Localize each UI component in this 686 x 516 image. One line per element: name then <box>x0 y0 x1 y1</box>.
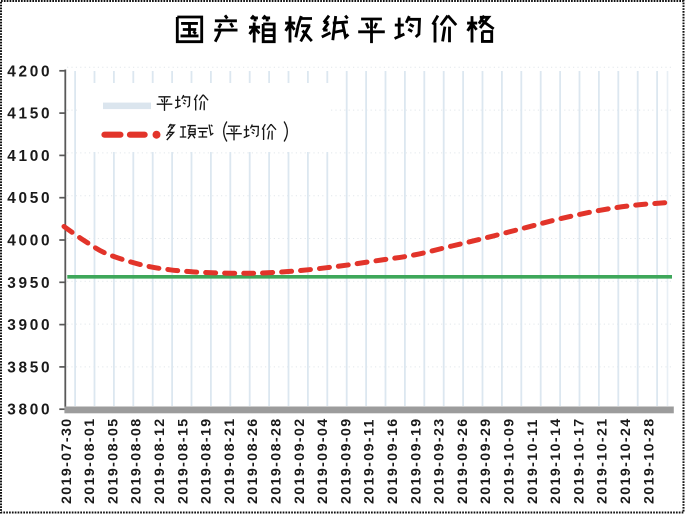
svg-text:2019-08-08: 2019-08-08 <box>129 417 145 504</box>
svg-text:2019-09-29: 2019-09-29 <box>478 417 494 504</box>
svg-text:2019-09-23: 2019-09-23 <box>432 417 448 504</box>
svg-text:3800: 3800 <box>7 402 52 419</box>
svg-text:3900: 3900 <box>7 317 52 334</box>
svg-text:2019-09-11: 2019-09-11 <box>362 418 378 504</box>
svg-text:2019-07-30: 2019-07-30 <box>59 417 75 504</box>
svg-text:2019-08-21: 2019-08-21 <box>222 417 238 504</box>
svg-text:2019-10-21: 2019-10-21 <box>595 417 611 504</box>
svg-text:2019-09-02: 2019-09-02 <box>292 417 308 504</box>
svg-text:2019-09-16: 2019-09-16 <box>385 417 401 504</box>
svg-text:2019-10-28: 2019-10-28 <box>641 417 657 504</box>
svg-text:2019-10-11: 2019-10-11 <box>525 418 541 504</box>
svg-text:2019-08-19: 2019-08-19 <box>199 417 215 504</box>
svg-text:2019-10-14: 2019-10-14 <box>548 417 564 504</box>
svg-text:4000: 4000 <box>7 233 52 250</box>
svg-text:2019-09-26: 2019-09-26 <box>455 417 471 504</box>
svg-text:2019-09-04: 2019-09-04 <box>315 417 331 504</box>
svg-text:2019-08-05: 2019-08-05 <box>105 417 121 504</box>
svg-text:3850: 3850 <box>7 359 52 376</box>
svg-text:2019-09-09: 2019-09-09 <box>338 417 354 504</box>
svg-text:2019-08-01: 2019-08-01 <box>82 417 98 504</box>
svg-text:2019-10-17: 2019-10-17 <box>571 417 587 504</box>
svg-text:4050: 4050 <box>7 190 52 207</box>
svg-text:4150: 4150 <box>7 106 52 123</box>
svg-text:2019-08-12: 2019-08-12 <box>152 417 168 504</box>
svg-text:2019-08-26: 2019-08-26 <box>245 417 261 504</box>
svg-text:4200: 4200 <box>7 63 52 80</box>
svg-text:2019-10-24: 2019-10-24 <box>618 417 634 504</box>
svg-text:2019-10-09: 2019-10-09 <box>502 417 518 504</box>
svg-text:3950: 3950 <box>7 275 52 292</box>
svg-text:2019-08-28: 2019-08-28 <box>269 417 285 504</box>
svg-text:4100: 4100 <box>7 148 52 165</box>
svg-text:2019-09-19: 2019-09-19 <box>408 417 424 504</box>
svg-text:2019-08-15: 2019-08-15 <box>175 417 191 504</box>
